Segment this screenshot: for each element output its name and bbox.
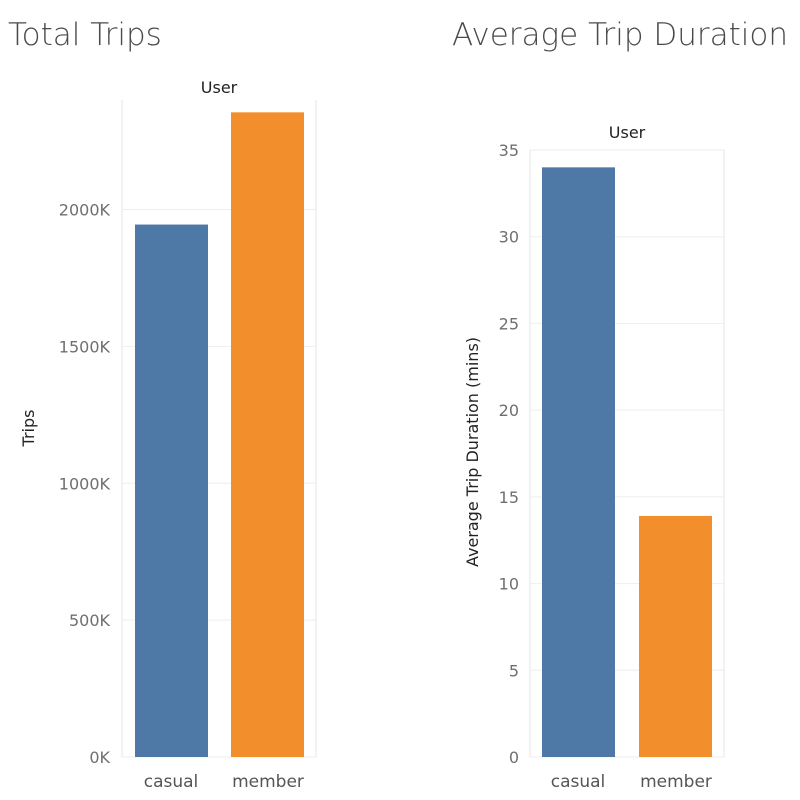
category-labels: casual member: [144, 772, 304, 792]
chart-title: Average Trip Duration: [452, 17, 788, 53]
bar-casual: [135, 224, 208, 757]
column-header: User: [609, 123, 646, 142]
y-tick-label: 10: [499, 575, 519, 594]
y-axis-label: Average Trip Duration (mins): [463, 337, 482, 567]
bar-member: [639, 515, 712, 757]
category-label: casual: [551, 772, 606, 792]
y-tick-label: 2000K: [59, 201, 111, 220]
y-tick-label: 1500K: [59, 337, 111, 356]
y-tick-label: 0K: [89, 748, 110, 767]
y-tick-label: 30: [499, 228, 519, 247]
bars: [135, 112, 304, 758]
bars: [542, 167, 712, 758]
y-tick-label: 5: [509, 661, 519, 680]
y-tick-label: 15: [499, 488, 519, 507]
category-label: member: [640, 772, 712, 792]
y-tick-label: 500K: [69, 611, 111, 630]
y-axis-label: Trips: [19, 410, 38, 448]
category-label: member: [232, 772, 304, 792]
chart-title: Total Trips: [8, 17, 162, 53]
y-tick-label: 0: [509, 748, 519, 767]
category-label: casual: [144, 772, 199, 792]
y-tick-label: 25: [499, 314, 519, 333]
y-tick-labels: 0K 500K 1000K 1500K 2000K: [59, 201, 111, 768]
y-tick-label: 20: [499, 401, 519, 420]
bar-casual: [542, 167, 615, 758]
y-tick-labels: 0 5 10 15 20 25 30 35: [499, 141, 519, 767]
total-trips-chart: Total Trips User Trips 0K 500K 1000K 1500K 2…: [8, 17, 317, 792]
category-labels: casual member: [551, 772, 712, 792]
y-tick-label: 1000K: [59, 474, 111, 493]
column-header: User: [201, 78, 238, 97]
bar-member: [231, 112, 304, 758]
y-tick-label: 35: [499, 141, 519, 160]
avg-duration-chart: Average Trip Duration User Average Trip …: [452, 17, 788, 792]
